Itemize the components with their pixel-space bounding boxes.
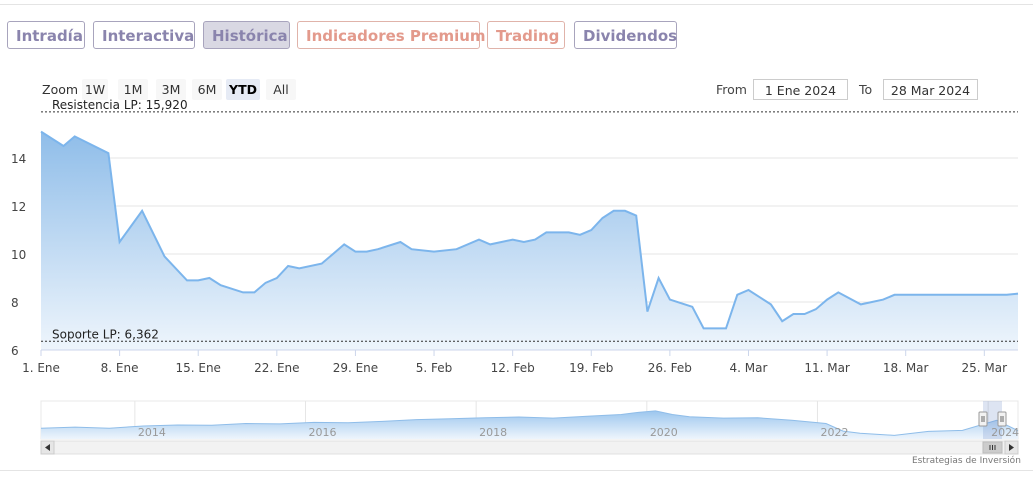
bottom-divider [0, 470, 1033, 471]
x-tick-label: 5. Feb [416, 361, 453, 375]
y-tick-label: 14 [11, 152, 26, 166]
x-tick-label: 8. Ene [101, 361, 139, 375]
x-tick-label: 25. Mar [962, 361, 1008, 375]
zoom-all-button[interactable]: All [266, 79, 296, 100]
tab-trading[interactable]: Trading [487, 21, 565, 49]
x-tick-label: 19. Feb [569, 361, 613, 375]
scrollbar-left-arrow[interactable] [40, 440, 55, 455]
to-date-input[interactable]: 28 Mar 2024 [883, 79, 978, 100]
x-tick-label: 26. Feb [648, 361, 692, 375]
zoom-3m-button[interactable]: 3M [156, 79, 186, 100]
x-tick-label: 12. Feb [491, 361, 535, 375]
x-tick-label: 4. Mar [730, 361, 768, 375]
x-tick-label: 11. Mar [804, 361, 850, 375]
navigator-year-label: 2014 [138, 426, 166, 439]
x-tick-label: 18. Mar [883, 361, 929, 375]
navigator-line [40, 410, 1019, 436]
scrollbar-thumb[interactable] [982, 441, 1003, 454]
y-tick-label: 12 [11, 200, 26, 214]
top-divider [0, 4, 1033, 5]
navigator-area [41, 410, 1018, 439]
navigator-grid [134, 401, 989, 439]
tab-dividendos[interactable]: Dividendos [574, 21, 677, 49]
x-tick-label: 1. Ene [22, 361, 60, 375]
price-line [40, 130, 1019, 330]
to-label: To [859, 82, 873, 97]
tab-intradia[interactable]: Intradía [7, 21, 85, 49]
navigator-year-label: 2016 [309, 426, 337, 439]
resistance-label: Resistencia LP: 15,920 [52, 98, 188, 112]
chart-credit: Estrategias de Inversión [912, 456, 1021, 466]
navigator-year-label: 2022 [820, 426, 848, 439]
plot-lines: Resistencia LP: 15,920 Soporte LP: 6,362 [41, 98, 1018, 342]
tab-indicadores-premium[interactable]: Indicadores Premium [297, 21, 486, 49]
navigator-frame [40, 400, 1019, 440]
y-axis-labels: 6 8 10 12 14 [11, 152, 26, 358]
support-label: Soporte LP: 6,362 [52, 327, 159, 341]
zoom-1w-button[interactable]: 1W [82, 79, 108, 100]
tab-historica[interactable]: Histórica [203, 21, 290, 49]
x-axis-labels: 1. Ene 8. Ene 15. Ene 22. Ene 29. Ene 5. Feb 1… [22, 350, 1007, 375]
tab-interactiva[interactable]: Interactiva [93, 21, 195, 49]
zoom-1m-button[interactable]: 1M [118, 79, 148, 100]
navigator-left-handle[interactable] [978, 411, 988, 427]
scrollbar-track[interactable] [40, 440, 1019, 455]
navigator-year-label: 2018 [479, 426, 507, 439]
navigator-right-handle[interactable] [997, 411, 1007, 427]
x-tick-label: 15. Ene [175, 361, 220, 375]
from-label: From [716, 82, 747, 97]
navigator-year-label: 2020 [650, 426, 678, 439]
x-tick-label: 22. Ene [254, 361, 299, 375]
navigator-year-labels: 2014 2016 2018 2020 2022 2024 [138, 426, 1019, 439]
y-tick-label: 8 [11, 296, 19, 310]
scrollbar-right-arrow[interactable] [1004, 440, 1019, 455]
zoom-ytd-button[interactable]: YTD [226, 79, 260, 100]
y-tick-label: 6 [11, 344, 19, 358]
y-tick-label: 10 [11, 248, 26, 262]
from-date-input[interactable]: 1 Ene 2024 [753, 79, 848, 100]
x-tick-label: 29. Ene [333, 361, 378, 375]
zoom-label: Zoom [42, 82, 79, 97]
navigator-selection[interactable] [983, 401, 1002, 439]
zoom-6m-button[interactable]: 6M [192, 79, 222, 100]
navigator-year-label: 2024 [991, 426, 1019, 439]
